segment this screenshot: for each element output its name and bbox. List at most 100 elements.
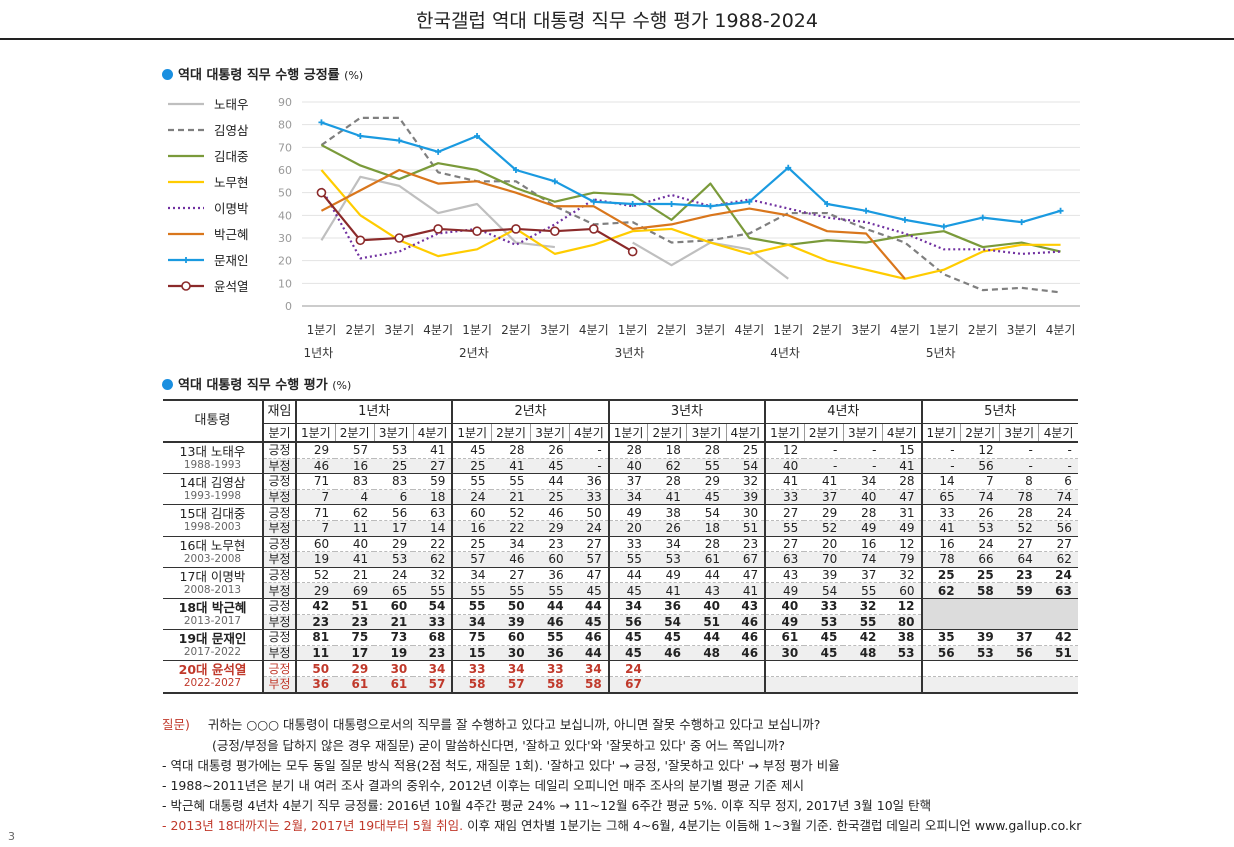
- y-tick-label: 10: [278, 277, 292, 290]
- positive-value: 6: [1038, 473, 1078, 490]
- negative-value: 54: [647, 614, 687, 631]
- negative-value: 55: [413, 582, 453, 599]
- positive-value: 7: [960, 473, 1000, 490]
- positive-value: 73: [374, 629, 414, 646]
- negative-value: 39: [726, 489, 766, 506]
- x-year-label: 4년차: [770, 346, 800, 360]
- header-quarter-cell: 2분기: [647, 423, 687, 443]
- positive-value: [686, 660, 727, 677]
- negative-value: 74: [1038, 489, 1078, 506]
- negative-value: 41: [335, 551, 375, 568]
- negative-value: 55: [764, 520, 805, 537]
- positive-value: [647, 660, 687, 677]
- positive-value: 29: [686, 473, 727, 490]
- table-section-label: 역대 대통령 직무 수행 평가: [178, 378, 328, 393]
- question-label: 질문): [162, 717, 190, 732]
- data-point: [901, 216, 908, 223]
- president-term-years: 2008-2013: [183, 583, 242, 596]
- positive-value: 18: [647, 442, 687, 459]
- negative-value: 41: [491, 458, 531, 475]
- president-cell: 14대 김영삼 1993-1998: [163, 473, 263, 506]
- positive-value: -: [999, 442, 1039, 459]
- question-text: 귀하는 ○○○ 대통령이 대통령으로서의 직무를 잘 수행하고 있다고 보십니까…: [207, 717, 821, 732]
- positive-value: 50: [294, 660, 336, 677]
- negative-value: 46: [294, 458, 336, 475]
- negative-value: 55: [843, 582, 883, 599]
- negative-value: 41: [920, 520, 961, 537]
- label-negative: 부정: [262, 676, 296, 694]
- president-name: 14대 김영삼: [179, 475, 246, 491]
- legend-label: 김영삼: [214, 123, 249, 138]
- negative-value: 6: [374, 489, 414, 506]
- positive-value: 34: [843, 473, 883, 490]
- positive-value: 36: [530, 567, 570, 584]
- negative-value: 21: [374, 614, 414, 631]
- negative-value: 24: [451, 489, 492, 506]
- x-tick-label: 3분기: [384, 323, 414, 337]
- positive-value: 29: [335, 660, 375, 677]
- president-name: 16대 노무현: [179, 537, 246, 553]
- negative-value: 45: [686, 489, 727, 506]
- negative-value: 23: [413, 645, 453, 662]
- negative-value: 45: [804, 645, 844, 662]
- positive-value: 29: [804, 504, 844, 521]
- x-year-label: 2년차: [459, 346, 489, 360]
- negative-value: 48: [843, 645, 883, 662]
- legend-label: 김대중: [214, 149, 249, 164]
- negative-value: 43: [686, 582, 727, 599]
- negative-value: 58: [569, 676, 609, 694]
- positive-value: -: [1038, 442, 1078, 459]
- y-tick-label: 0: [285, 300, 292, 313]
- header-quarter-cell: 2분기: [803, 423, 844, 443]
- x-year-label: 3년차: [615, 346, 645, 360]
- positive-value: [1038, 598, 1078, 615]
- positive-value: 16: [920, 536, 961, 553]
- positive-value: 25: [726, 442, 766, 459]
- x-tick-label: 3분기: [1007, 323, 1037, 337]
- positive-value: [843, 660, 883, 677]
- negative-value: 29: [530, 520, 570, 537]
- positive-value: 55: [451, 598, 492, 615]
- header-year: 3년차: [607, 399, 766, 424]
- negative-value: 34: [451, 614, 492, 631]
- label-positive: 긍정: [262, 629, 296, 646]
- header-quarter: 분기: [262, 423, 296, 443]
- negative-value: [804, 676, 844, 694]
- data-point: [588, 224, 599, 234]
- x-tick-label: 1분기: [618, 323, 648, 337]
- header-quarter-cell: 2분기: [490, 423, 531, 443]
- negative-value: 52: [999, 520, 1039, 537]
- x-year-label: 1년차: [303, 346, 333, 360]
- positive-value: 40: [764, 598, 805, 615]
- header-quarter-cell: 3분기: [530, 423, 570, 443]
- x-tick-label: 4분기: [579, 323, 609, 337]
- negative-value: 15: [451, 645, 492, 662]
- negative-value: 54: [726, 458, 766, 475]
- negative-value: 7: [294, 489, 336, 506]
- chart-unit: (%): [344, 69, 364, 82]
- header-quarter-cell: 4분기: [569, 423, 609, 443]
- negative-value: 55: [530, 582, 570, 599]
- positive-value: 33: [607, 536, 648, 553]
- negative-value: 57: [413, 676, 453, 694]
- positive-value: 33: [451, 660, 492, 677]
- positive-value: 81: [294, 629, 336, 646]
- negative-value: 18: [686, 520, 727, 537]
- positive-value: 41: [413, 442, 453, 459]
- negative-value: 57: [451, 551, 492, 568]
- y-tick-label: 80: [278, 119, 292, 132]
- x-year-label: 5년차: [926, 346, 956, 360]
- negative-value: 25: [451, 458, 492, 475]
- positive-value: 24: [607, 660, 648, 677]
- negative-value: 58: [530, 676, 570, 694]
- positive-value: [920, 598, 961, 615]
- president-term-years: 1988-1993: [183, 459, 242, 472]
- positive-value: 39: [960, 629, 1000, 646]
- negative-value: 56: [920, 645, 961, 662]
- header-quarter-cell: 1분기: [607, 423, 648, 443]
- positive-value: 25: [960, 567, 1000, 584]
- president-cell: 18대 박근혜 2013-2017: [163, 598, 263, 631]
- positive-value: 32: [843, 598, 883, 615]
- negative-value: 63: [1038, 582, 1078, 599]
- positive-value: 23: [530, 536, 570, 553]
